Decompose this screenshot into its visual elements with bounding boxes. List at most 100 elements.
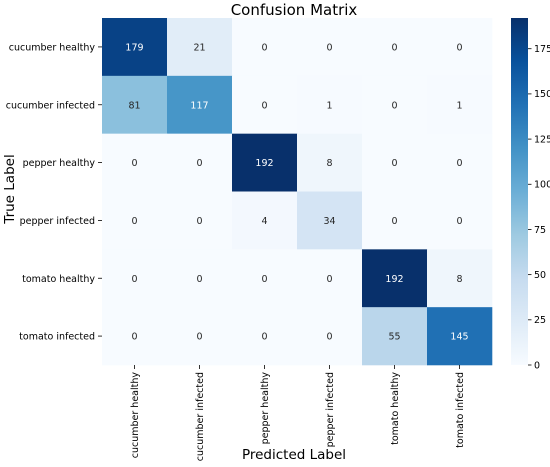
x-tick-label: pepper healthy: [260, 372, 271, 445]
y-tick-label: tomato infected: [19, 332, 95, 343]
colorbar-tick-label: 125: [534, 134, 550, 145]
heatmap-cell: [297, 249, 363, 308]
cell-value-label: 0: [326, 42, 332, 53]
heatmap-cell: [232, 133, 298, 192]
colorbar-tick-label: 100: [534, 180, 550, 191]
heatmap-cells: [102, 18, 493, 366]
cell-value-label: 34: [323, 216, 335, 227]
cell-value-label: 0: [456, 158, 462, 169]
y-tick-label: cucumber infected: [6, 100, 95, 111]
heatmap-cell: [167, 249, 233, 308]
x-tick-label: pepper infected: [325, 372, 336, 447]
cell-value-label: 8: [456, 274, 462, 285]
heatmap-cell: [232, 18, 298, 77]
cell-value-label: 0: [456, 216, 462, 227]
cell-value-label: 0: [261, 100, 267, 111]
y-tick-label: tomato healthy: [22, 274, 95, 285]
cell-value-label: 0: [131, 158, 137, 169]
heatmap-cell: [427, 191, 493, 250]
heatmap-cell: [167, 75, 233, 134]
y-tick-label: pepper healthy: [23, 158, 96, 169]
heatmap-cell: [362, 307, 428, 366]
cell-value-label: 0: [261, 42, 267, 53]
cell-value-label: 0: [261, 274, 267, 285]
cell-value-label: 192: [385, 274, 403, 285]
heatmap-cell: [427, 249, 493, 308]
y-tick-label: pepper infected: [20, 216, 95, 227]
cell-value-label: 0: [196, 158, 202, 169]
cell-value-label: 1: [456, 100, 462, 111]
cell-value-label: 4: [261, 216, 267, 227]
cell-value-label: 145: [450, 332, 468, 343]
heatmap-cell: [102, 249, 168, 308]
cell-value-label: 0: [196, 332, 202, 343]
cell-value-label: 21: [193, 42, 205, 53]
cell-value-label: 0: [326, 274, 332, 285]
heatmap-cell: [297, 133, 363, 192]
heatmap-cell: [232, 249, 298, 308]
x-axis-ticks: cucumber healthy cucumber infected pepper …: [130, 365, 466, 461]
y-axis-ticks: cucumber healthy cucumber infected pepper …: [6, 42, 102, 343]
heatmap-cell: [362, 18, 428, 77]
cell-value-label: 0: [326, 332, 332, 343]
heatmap-cell: [167, 18, 233, 77]
heatmap-cell: [167, 191, 233, 250]
heatmap-cell: [362, 249, 428, 308]
cell-value-label: 0: [131, 216, 137, 227]
heatmap-cell: [232, 75, 298, 134]
cell-value-label: 192: [255, 158, 273, 169]
cell-value-label: 0: [131, 332, 137, 343]
heatmap-cell: [102, 18, 168, 77]
heatmap-cell: [232, 307, 298, 366]
colorbar-tick-label: 175: [534, 44, 550, 55]
colorbar-tick-label: 75: [534, 225, 546, 236]
heatmap-cell: [297, 191, 363, 250]
cell-value-label: 179: [125, 42, 143, 53]
heatmap-cell: [297, 18, 363, 77]
heatmap-cell: [102, 133, 168, 192]
cell-value-label: 81: [128, 100, 140, 111]
heatmap-cell: [102, 307, 168, 366]
y-tick-label: cucumber healthy: [9, 42, 96, 53]
heatmap-cell: [232, 191, 298, 250]
cell-value-label: 117: [190, 100, 208, 111]
cell-value-label: 1: [326, 100, 332, 111]
y-axis-label: True Label: [2, 154, 18, 224]
heatmap-cell: [297, 75, 363, 134]
heatmap-cell: [297, 307, 363, 366]
x-tick-label: tomato healthy: [390, 372, 401, 445]
colorbar-gradient: [511, 18, 528, 365]
heatmap-cell: [167, 133, 233, 192]
chart-title: Confusion Matrix: [231, 1, 358, 19]
cell-value-label: 0: [391, 216, 397, 227]
cell-value-label: 0: [391, 42, 397, 53]
cell-value-label: 8: [326, 158, 332, 169]
heatmap-cell: [102, 75, 168, 134]
colorbar: 0 25 50 75 100 125 150 175: [511, 18, 550, 371]
x-tick-label: tomato infected: [455, 372, 466, 448]
cell-value-label: 0: [196, 216, 202, 227]
heatmap-cell: [427, 75, 493, 134]
cell-value-label: 0: [391, 158, 397, 169]
heatmap-cell: [427, 18, 493, 77]
cell-value-label: 0: [456, 42, 462, 53]
colorbar-tick-label: 0: [534, 360, 540, 371]
cell-value-label: 0: [261, 332, 267, 343]
heatmap-cell: [362, 133, 428, 192]
cell-value-label: 0: [196, 274, 202, 285]
colorbar-tick-label: 25: [534, 315, 546, 326]
heatmap-cell: [427, 307, 493, 366]
heatmap-cell: [167, 307, 233, 366]
heatmap-cell: [427, 133, 493, 192]
cell-value-label: 0: [131, 274, 137, 285]
x-tick-label: cucumber healthy: [130, 372, 141, 459]
x-axis-label: Predicted Label: [242, 447, 346, 463]
cell-value-label: 55: [388, 332, 400, 343]
colorbar-tick-label: 150: [534, 89, 550, 100]
colorbar-tick-label: 50: [534, 270, 546, 281]
x-tick-label: cucumber infected: [195, 372, 206, 461]
heatmap-cell: [362, 75, 428, 134]
heatmap-cell: [102, 191, 168, 250]
